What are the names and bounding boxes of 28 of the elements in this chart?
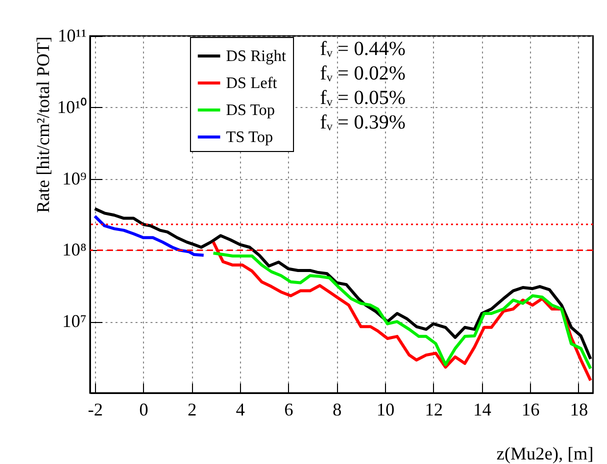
line-series	[93, 214, 206, 257]
legend-label: DS Right	[226, 48, 287, 65]
y-tick-label: 10⁹	[62, 168, 86, 188]
x-tick-label: 18	[570, 400, 588, 420]
x-tick-label: 6	[284, 400, 294, 420]
y-tick-label: 10⁸	[62, 240, 86, 260]
x-tick-label: 10	[376, 400, 395, 420]
y-tick-label: 10⁷	[62, 311, 86, 332]
legend-label: DS Left	[226, 75, 278, 92]
y-axis-title: Rate [hit/cm²/total POT]	[33, 36, 54, 213]
x-tick-label: 0	[139, 400, 148, 420]
x-tick-label: 8	[332, 400, 342, 420]
legend-label: DS Top	[226, 102, 275, 119]
x-tick-label: -2	[88, 400, 103, 420]
x-tick-label: 16	[522, 400, 540, 420]
line-series	[212, 252, 592, 370]
x-tick-label: 14	[473, 400, 492, 420]
y-tick-label: 10¹⁰	[57, 96, 86, 117]
x-tick-label: 2	[188, 400, 197, 420]
annotation: fᵥ = 0.44%	[320, 38, 406, 60]
x-axis-title: z(Mu2e), [m]	[496, 444, 594, 464]
annotation: fᵥ = 0.05%	[320, 87, 406, 109]
annotation: fᵥ = 0.02%	[320, 62, 406, 84]
y-tick-label: 10¹¹	[58, 26, 86, 46]
x-tick-label: 12	[424, 400, 443, 420]
legend-label: TS Top	[226, 129, 274, 146]
x-tick-label: 4	[236, 400, 245, 420]
annotation: fᵥ = 0.39%	[320, 112, 406, 134]
